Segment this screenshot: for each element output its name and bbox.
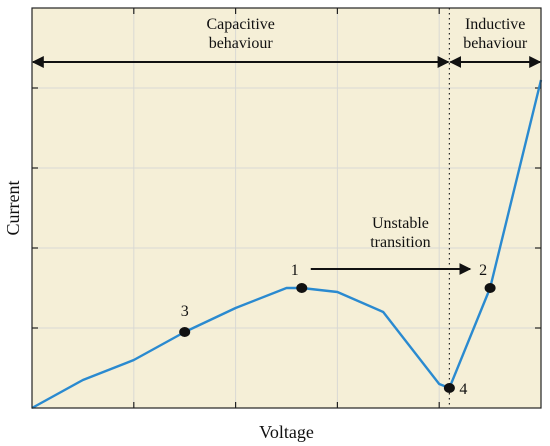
data-point-marker xyxy=(443,383,455,393)
region-label-line2: behaviour xyxy=(209,35,274,52)
grid xyxy=(32,8,541,408)
plot-background xyxy=(32,8,541,408)
region-label-line2: behaviour xyxy=(463,35,528,52)
marker-label: 1 xyxy=(291,262,299,279)
transition-label-line1: Unstable xyxy=(372,215,429,232)
plot-frame xyxy=(31,7,542,409)
data-point-marker xyxy=(179,327,191,337)
marker-label: 4 xyxy=(459,381,467,398)
region-label-line1: Inductive xyxy=(465,16,525,33)
region-annotations: Capacitive behaviour Inductive behaviour xyxy=(31,16,542,68)
marker-group: 1 2 3 4 xyxy=(179,262,496,398)
marker-label: 3 xyxy=(181,303,189,320)
x-axis-label: Voltage xyxy=(259,422,314,442)
data-point-marker xyxy=(484,283,496,293)
x-tick-marks xyxy=(133,8,440,408)
transition-label-line2: transition xyxy=(370,234,430,251)
transition-annotation: Unstable transition xyxy=(310,215,472,275)
marker-label: 2 xyxy=(479,262,487,279)
region-label-line1: Capacitive xyxy=(206,16,274,33)
data-point-marker xyxy=(296,283,308,293)
y-axis-label: Current xyxy=(3,181,23,236)
y-tick-marks xyxy=(32,87,541,329)
